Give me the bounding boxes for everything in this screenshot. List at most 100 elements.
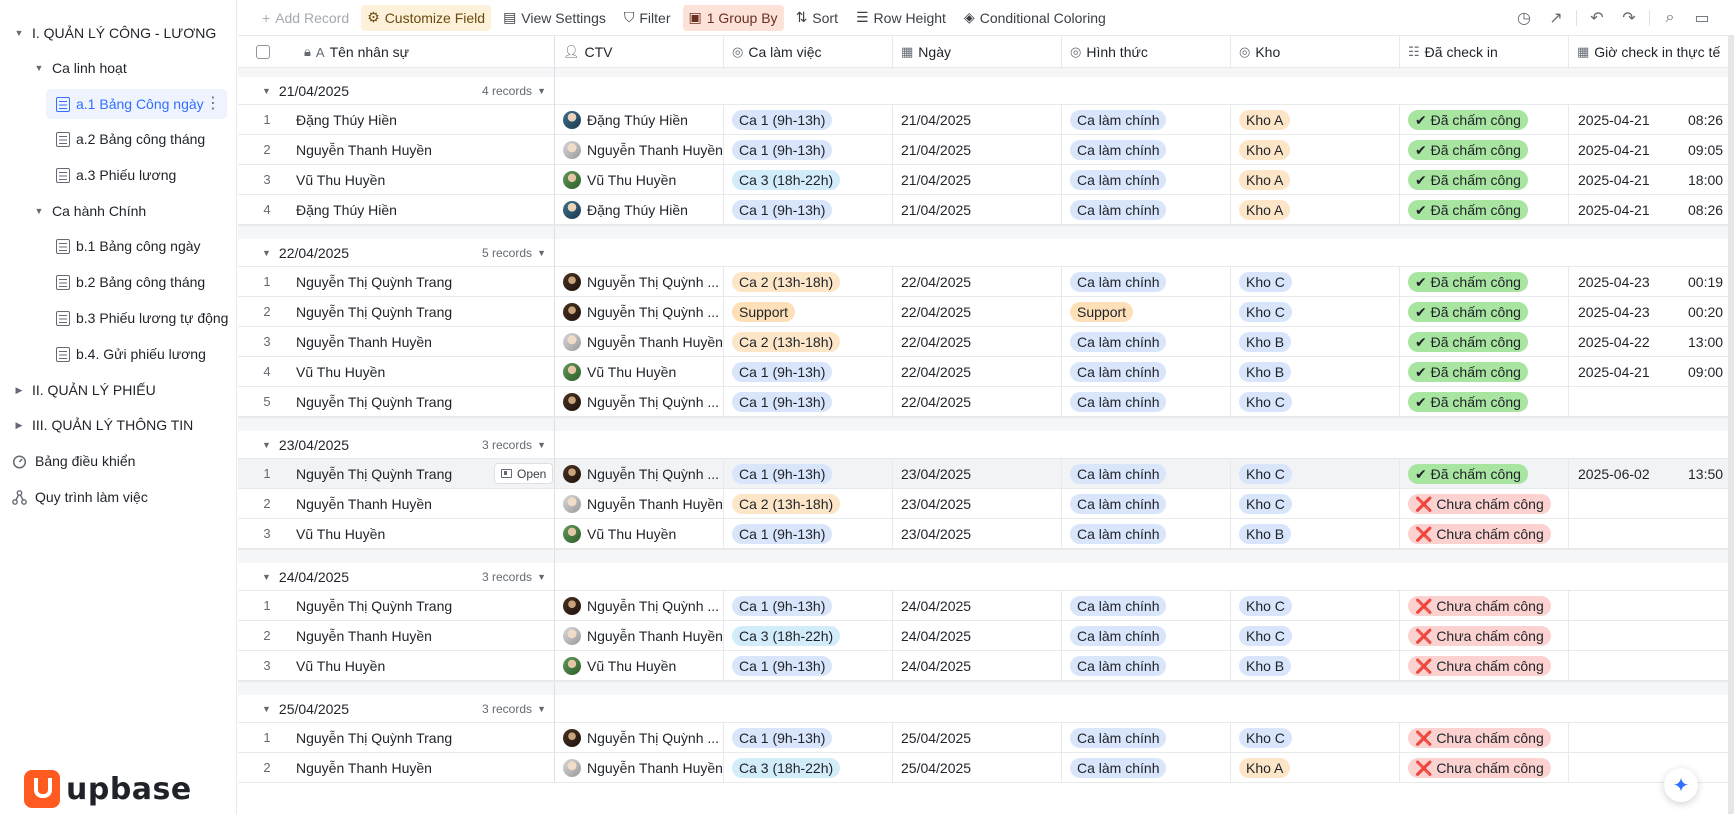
sidebar-item[interactable]: ▼ Ca linh hoạt: [0, 53, 237, 83]
cell-name[interactable]: Nguyễn Thị Quỳnh Trang: [296, 297, 555, 326]
cell-ctv[interactable]: Nguyễn Thanh Huyền: [555, 327, 724, 356]
view-settings-button[interactable]: ▤ View Settings: [503, 9, 606, 26]
cell-ctv[interactable]: Đặng Thúy Hiền: [555, 105, 724, 134]
sidebar-item[interactable]: a.2 Bảng công tháng: [0, 124, 237, 154]
cell-shift[interactable]: Ca 2 (13h-18h): [724, 267, 893, 296]
table-row[interactable]: 1 Nguyễn Thị Quỳnh Trang Nguyễn Thị Quỳnh …: [238, 723, 1734, 753]
history-icon[interactable]: ◷: [1517, 9, 1531, 27]
cell-shift[interactable]: Support: [724, 297, 893, 326]
cell-date[interactable]: 23/04/2025: [893, 459, 1062, 488]
comment-icon[interactable]: ▭: [1694, 9, 1710, 27]
group-header[interactable]: ▼ 22/04/2025 5 records ▼: [238, 239, 1734, 267]
cell-shift[interactable]: Ca 1 (9h-13h): [724, 459, 893, 488]
cell-checkin[interactable]: [1569, 519, 1734, 548]
column-header-date[interactable]: ▦ Ngày: [893, 36, 1062, 68]
column-header-name[interactable]: 🔒︎ A Tên nhân sự: [296, 36, 555, 68]
group-header[interactable]: ▼ 21/04/2025 4 records ▼: [238, 77, 1734, 105]
cell-kho[interactable]: Kho C: [1231, 387, 1400, 416]
cell-type[interactable]: Ca làm chính: [1062, 165, 1231, 194]
cell-shift[interactable]: Ca 1 (9h-13h): [724, 651, 893, 680]
table-row[interactable]: 3 Nguyễn Thanh Huyền Nguyễn Thanh Huyền Ca …: [238, 327, 1734, 357]
cell-date[interactable]: 22/04/2025: [893, 267, 1062, 296]
group-header[interactable]: ▼ 24/04/2025 3 records ▼: [238, 563, 1734, 591]
sidebar-item[interactable]: ▶ III. QUẢN LÝ THÔNG TIN: [0, 410, 237, 440]
cell-name[interactable]: Nguyễn Thị Quỳnh Trang: [296, 387, 555, 416]
sidebar-item[interactable]: a.3 Phiếu lương: [0, 160, 237, 190]
table-row[interactable]: 1 Nguyễn Thị Quỳnh Trang Nguyễn Thị Quỳnh …: [238, 267, 1734, 297]
cell-shift[interactable]: Ca 3 (18h-22h): [724, 165, 893, 194]
cell-checkin[interactable]: [1569, 489, 1734, 518]
cell-kho[interactable]: Kho C: [1231, 267, 1400, 296]
cell-checkin[interactable]: [1569, 621, 1734, 650]
table-row[interactable]: 2 Nguyễn Thanh Huyền Nguyễn Thanh Huyền Ca …: [238, 621, 1734, 651]
cell-checkin[interactable]: [1569, 591, 1734, 620]
column-header-warehouse[interactable]: ◎ Kho: [1231, 36, 1400, 68]
cell-kho[interactable]: Kho C: [1231, 591, 1400, 620]
cell-type[interactable]: Ca làm chính: [1062, 591, 1231, 620]
cell-checked[interactable]: ❌ Chưa chấm công: [1400, 753, 1569, 782]
share-icon[interactable]: ↗: [1549, 9, 1563, 27]
cell-name[interactable]: Nguyễn Thanh Huyền: [296, 135, 555, 164]
cell-ctv[interactable]: Đặng Thúy Hiền: [555, 195, 724, 224]
table-row[interactable]: 2 Nguyễn Thanh Huyền Nguyễn Thanh Huyền Ca …: [238, 753, 1734, 783]
conditional-coloring-button[interactable]: ◈ Conditional Coloring: [963, 9, 1106, 26]
cell-ctv[interactable]: Vũ Thu Huyền: [555, 165, 724, 194]
cell-name[interactable]: Vũ Thu Huyền: [296, 357, 555, 386]
caret-down-icon[interactable]: ▼: [537, 439, 546, 450]
caret-down-icon[interactable]: ▼: [262, 247, 271, 258]
sidebar-item[interactable]: ▼ I. QUẢN LÝ CÔNG - LƯƠNG: [0, 18, 237, 48]
cell-shift[interactable]: Ca 1 (9h-13h): [724, 519, 893, 548]
table-row[interactable]: 1 Nguyễn Thị Quỳnh Trang Nguyễn Thị Quỳnh …: [238, 459, 1734, 489]
cell-ctv[interactable]: Vũ Thu Huyền: [555, 357, 724, 386]
cell-checkin[interactable]: 2025-04-22 13:00: [1569, 327, 1734, 356]
cell-type[interactable]: Ca làm chính: [1062, 723, 1231, 752]
cell-type[interactable]: Ca làm chính: [1062, 105, 1231, 134]
cell-shift[interactable]: Ca 1 (9h-13h): [724, 105, 893, 134]
cell-date[interactable]: 23/04/2025: [893, 519, 1062, 548]
cell-ctv[interactable]: Nguyễn Thanh Huyền: [555, 621, 724, 650]
cell-shift[interactable]: Ca 3 (18h-22h): [724, 621, 893, 650]
cell-kho[interactable]: Kho C: [1231, 459, 1400, 488]
cell-name[interactable]: Nguyễn Thanh Huyền: [296, 489, 555, 518]
cell-checkin[interactable]: [1569, 723, 1734, 752]
add-record-button[interactable]: + Add Record: [262, 9, 350, 26]
cell-kho[interactable]: Kho C: [1231, 297, 1400, 326]
cell-ctv[interactable]: Nguyễn Thị Quỳnh ...: [555, 723, 724, 752]
sidebar-item[interactable]: b.2 Bảng công tháng: [0, 267, 237, 297]
cell-checked[interactable]: ✔ Đã chấm công: [1400, 297, 1569, 326]
cell-kho[interactable]: Kho B: [1231, 357, 1400, 386]
cell-ctv[interactable]: Nguyễn Thanh Huyền: [555, 489, 724, 518]
cell-name[interactable]: Nguyễn Thị Quỳnh Trang: [296, 723, 555, 752]
cell-date[interactable]: 22/04/2025: [893, 327, 1062, 356]
group-header[interactable]: ▼ 25/04/2025 3 records ▼: [238, 695, 1734, 723]
cell-type[interactable]: Ca làm chính: [1062, 357, 1231, 386]
cell-checked[interactable]: ❌ Chưa chấm công: [1400, 591, 1569, 620]
caret-down-icon[interactable]: ▼: [537, 247, 546, 258]
cell-checked[interactable]: ✔ Đã chấm công: [1400, 387, 1569, 416]
cell-ctv[interactable]: Nguyễn Thị Quỳnh ...: [555, 591, 724, 620]
select-all-checkbox[interactable]: [256, 45, 270, 59]
column-header-checkin-time[interactable]: ▦ Giờ check in thực tế: [1577, 44, 1721, 60]
sidebar-item[interactable]: b.4. Gửi phiếu lương: [0, 339, 237, 369]
cell-name[interactable]: Nguyễn Thị Quỳnh Trang: [296, 591, 555, 620]
cell-ctv[interactable]: Vũ Thu Huyền: [555, 651, 724, 680]
table-row[interactable]: 5 Nguyễn Thị Quỳnh Trang Nguyễn Thị Quỳnh …: [238, 387, 1734, 417]
sidebar-item[interactable]: Quy trình làm việc: [0, 482, 237, 512]
cell-ctv[interactable]: Nguyễn Thị Quỳnh ...: [555, 387, 724, 416]
cell-kho[interactable]: Kho A: [1231, 165, 1400, 194]
cell-checkin[interactable]: 2025-04-21 09:05: [1569, 135, 1734, 164]
cell-checked[interactable]: ✔ Đã chấm công: [1400, 327, 1569, 356]
cell-type[interactable]: Ca làm chính: [1062, 459, 1231, 488]
cell-kho[interactable]: Kho C: [1231, 621, 1400, 650]
cell-date[interactable]: 22/04/2025: [893, 357, 1062, 386]
more-options-icon[interactable]: ⋮: [205, 95, 221, 112]
table-row[interactable]: 4 Vũ Thu Huyền Vũ Thu Huyền Ca 1 (9h-13h) 22…: [238, 357, 1734, 387]
sidebar-item[interactable]: a.1 Bảng Công ngày ⋮: [0, 89, 237, 119]
table-row[interactable]: 2 Nguyễn Thanh Huyền Nguyễn Thanh Huyền Ca …: [238, 489, 1734, 519]
cell-type[interactable]: Ca làm chính: [1062, 489, 1231, 518]
cell-date[interactable]: 21/04/2025: [893, 105, 1062, 134]
cell-checked[interactable]: ✔ Đã chấm công: [1400, 165, 1569, 194]
cell-ctv[interactable]: Nguyễn Thanh Huyền: [555, 135, 724, 164]
filter-button[interactable]: ⛉ Filter: [623, 9, 671, 26]
cell-date[interactable]: 22/04/2025: [893, 387, 1062, 416]
